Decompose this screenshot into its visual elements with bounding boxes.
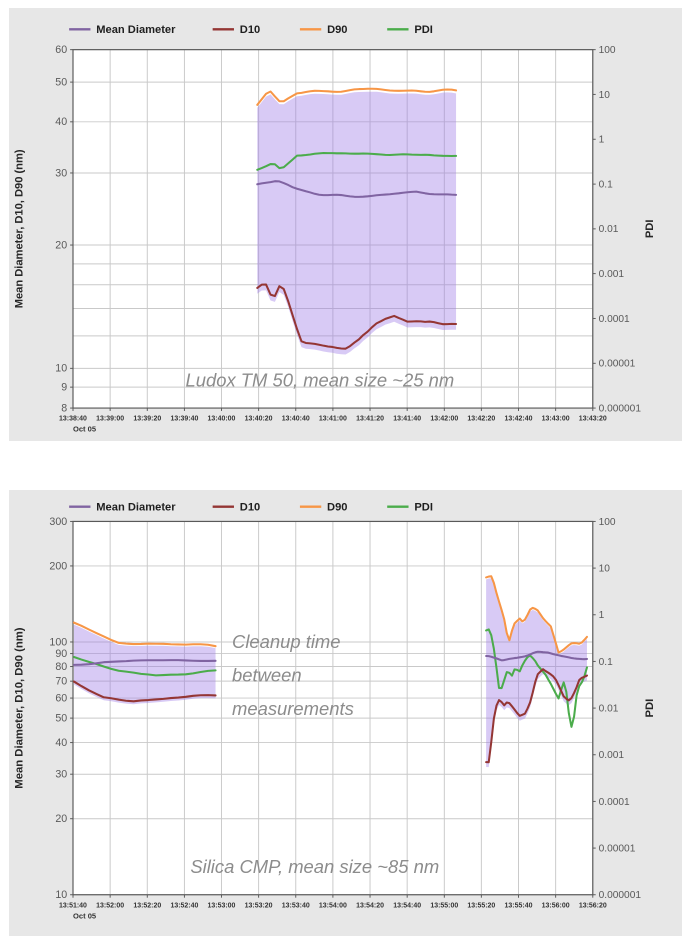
svg-text:PDI: PDI [644,699,656,718]
svg-text:40: 40 [55,737,67,749]
svg-text:measurements: measurements [232,698,354,719]
svg-text:60: 60 [55,44,67,56]
svg-text:0.000001: 0.000001 [599,403,642,414]
svg-text:60: 60 [55,692,67,704]
svg-text:13:39:40: 13:39:40 [170,416,198,423]
svg-text:13:39:20: 13:39:20 [133,416,161,423]
svg-text:0.00001: 0.00001 [599,843,636,854]
svg-text:90: 90 [55,648,67,660]
svg-text:40: 40 [55,116,67,128]
svg-text:20: 20 [55,239,67,251]
svg-text:13:43:00: 13:43:00 [542,416,570,423]
svg-text:13:52:00: 13:52:00 [96,902,124,909]
svg-text:0.001: 0.001 [599,750,625,761]
svg-text:13:55:20: 13:55:20 [467,902,495,909]
svg-text:Mean Diameter: Mean Diameter [96,502,176,514]
svg-text:20: 20 [55,813,67,825]
svg-text:13:40:00: 13:40:00 [208,416,236,423]
svg-text:13:55:40: 13:55:40 [505,902,533,909]
svg-text:13:54:40: 13:54:40 [393,902,421,909]
svg-text:Cleanup time: Cleanup time [232,631,340,652]
svg-text:0.01: 0.01 [599,703,619,714]
svg-text:13:38:40: 13:38:40 [59,416,87,423]
svg-text:Oct 05: Oct 05 [73,911,97,920]
svg-text:30: 30 [55,167,67,179]
svg-text:0.0001: 0.0001 [599,797,630,808]
svg-text:50: 50 [55,712,67,724]
svg-text:100: 100 [599,517,616,528]
svg-text:13:40:20: 13:40:20 [245,416,273,423]
svg-text:13:54:00: 13:54:00 [319,902,347,909]
svg-text:9: 9 [61,382,67,394]
svg-text:0.1: 0.1 [599,657,613,668]
svg-text:PDI: PDI [644,220,656,239]
svg-text:D90: D90 [327,24,347,36]
svg-text:0.0001: 0.0001 [599,314,630,325]
svg-text:Oct 05: Oct 05 [73,424,96,433]
svg-text:Ludox TM 50, mean size ~25 nm: Ludox TM 50, mean size ~25 nm [185,370,454,391]
svg-text:100: 100 [49,636,67,648]
svg-text:13:43:20: 13:43:20 [579,416,607,423]
svg-text:70: 70 [55,676,67,688]
svg-text:Mean Diameter, D10, D90 (nm): Mean Diameter, D10, D90 (nm) [14,627,26,789]
svg-text:300: 300 [49,516,67,528]
svg-text:D10: D10 [240,24,260,36]
svg-text:13:51:40: 13:51:40 [59,902,87,909]
svg-text:13:42:20: 13:42:20 [467,416,495,423]
svg-text:13:41:40: 13:41:40 [393,416,421,423]
svg-text:30: 30 [55,769,67,781]
svg-text:0.001: 0.001 [599,269,625,280]
svg-text:13:40:40: 13:40:40 [282,416,310,423]
svg-text:10: 10 [55,363,67,375]
svg-text:13:42:40: 13:42:40 [505,416,533,423]
svg-text:0.01: 0.01 [599,224,619,235]
svg-text:50: 50 [55,76,67,88]
svg-text:13:54:20: 13:54:20 [356,902,384,909]
svg-text:PDI: PDI [414,502,433,514]
svg-text:PDI: PDI [414,24,433,36]
svg-text:100: 100 [599,45,616,56]
svg-text:between: between [232,664,302,685]
svg-text:13:41:20: 13:41:20 [356,416,384,423]
svg-text:8: 8 [61,402,67,414]
svg-text:13:42:00: 13:42:00 [430,416,458,423]
svg-text:13:53:20: 13:53:20 [245,902,273,909]
svg-text:0.1: 0.1 [599,179,613,190]
svg-text:13:56:00: 13:56:00 [542,902,570,909]
svg-text:0.00001: 0.00001 [599,359,636,370]
svg-text:1: 1 [599,135,605,146]
svg-text:13:52:20: 13:52:20 [133,902,161,909]
svg-text:13:56:20: 13:56:20 [579,902,607,909]
svg-text:10: 10 [599,90,611,101]
svg-text:Mean Diameter: Mean Diameter [96,24,176,36]
svg-text:13:52:40: 13:52:40 [170,902,198,909]
svg-text:13:41:00: 13:41:00 [319,416,347,423]
svg-text:Mean Diameter, D10, D90 (nm): Mean Diameter, D10, D90 (nm) [14,149,26,308]
svg-text:D90: D90 [327,502,347,514]
svg-text:200: 200 [49,560,67,572]
svg-text:1: 1 [599,610,605,621]
svg-text:D10: D10 [240,502,260,514]
svg-text:10: 10 [55,889,67,901]
svg-text:13:39:00: 13:39:00 [96,416,124,423]
svg-text:10: 10 [599,563,611,574]
svg-text:13:53:40: 13:53:40 [282,902,310,909]
svg-text:13:55:00: 13:55:00 [430,902,458,909]
svg-text:Silica CMP, mean size ~85 nm: Silica CMP, mean size ~85 nm [190,856,439,877]
svg-text:80: 80 [55,661,67,673]
svg-text:0.000001: 0.000001 [599,890,642,901]
svg-text:13:53:00: 13:53:00 [208,902,236,909]
